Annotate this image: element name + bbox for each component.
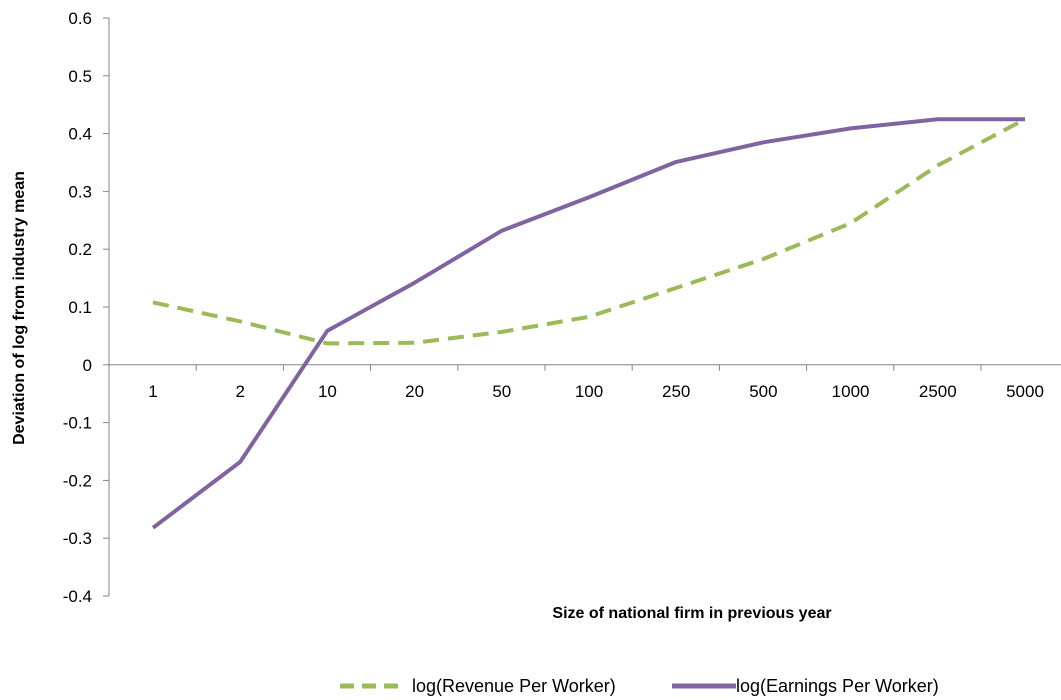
x-tick-label: 5000 <box>1006 382 1044 401</box>
y-axis-title: Deviation of log from industry mean <box>11 171 28 445</box>
y-tick-label: 0.6 <box>68 9 92 28</box>
y-tick-label: 0.1 <box>68 298 92 317</box>
x-tick-label: 20 <box>405 382 424 401</box>
x-tick-label: 10 <box>318 382 337 401</box>
x-tick-label: 2500 <box>919 382 957 401</box>
x-tick-label: 500 <box>749 382 777 401</box>
y-tick-labels: -0.4 -0.3 -0.2 -0.1 0 0.1 0.2 0.3 0.4 0.5 0.6 <box>63 9 92 606</box>
x-tick-label: 1 <box>148 382 157 401</box>
legend: log(Revenue Per Worker) log(Earnings Per… <box>340 676 939 696</box>
x-tick-label: 1000 <box>832 382 870 401</box>
y-tick-label: 0.2 <box>68 240 92 259</box>
x-tick-labels: 1 2 10 20 50 100 250 500 1000 2500 5000 <box>148 382 1044 401</box>
x-tick-label: 100 <box>575 382 603 401</box>
y-tick-label: 0 <box>83 356 92 375</box>
y-ticks <box>103 17 109 597</box>
x-ticks <box>108 364 982 371</box>
series-line-revenue <box>152 117 1026 346</box>
y-tick-label: -0.1 <box>63 414 92 433</box>
y-tick-label: 0.5 <box>68 67 92 86</box>
legend-label-revenue: log(Revenue Per Worker) <box>412 676 616 696</box>
y-tick-label: -0.4 <box>63 587 92 606</box>
series-lines <box>151 117 1026 530</box>
x-tick-label: 250 <box>662 382 690 401</box>
y-tick-label: -0.2 <box>63 471 92 490</box>
x-axis: 1 2 10 20 50 100 250 500 1000 2500 5000 <box>108 364 1061 401</box>
y-tick-label: -0.3 <box>63 529 92 548</box>
x-axis-title: Size of national firm in previous year <box>552 605 831 622</box>
x-tick-label: 2 <box>235 382 244 401</box>
legend-label-earnings: log(Earnings Per Worker) <box>736 676 939 696</box>
y-tick-label: 0.3 <box>68 182 92 201</box>
series-line-earnings <box>151 117 1025 530</box>
x-tick-label: 50 <box>492 382 511 401</box>
y-axis: -0.4 -0.3 -0.2 -0.1 0 0.1 0.2 0.3 0.4 0.5 0.6 <box>63 9 110 606</box>
y-tick-label: 0.4 <box>68 125 92 144</box>
